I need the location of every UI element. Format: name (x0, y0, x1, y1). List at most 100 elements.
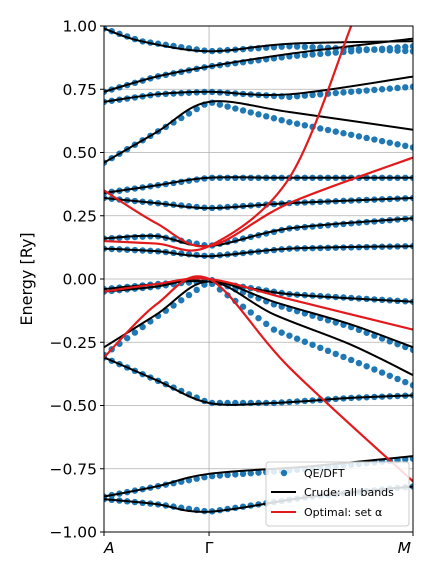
dft-point (394, 47, 401, 54)
dft-point (363, 87, 370, 94)
crude-band-8 (104, 197, 413, 210)
crude-band-9 (104, 176, 413, 194)
y-tick-label: 0.25 (62, 207, 97, 225)
y-tick-label: 0.00 (62, 271, 97, 289)
dft-point (309, 43, 316, 51)
dft-point (409, 48, 413, 55)
dft-point (409, 144, 413, 151)
dft-point (355, 45, 363, 53)
dft-point (247, 109, 254, 116)
dft-point (255, 469, 262, 476)
crude-band-3 (104, 280, 413, 377)
dft-point (224, 103, 231, 110)
y-tick-label: −1.00 (50, 524, 98, 542)
dft-point (216, 101, 224, 108)
dft-point (402, 142, 409, 150)
dft-point (363, 363, 370, 370)
dft-point (386, 47, 394, 54)
dft-point (324, 49, 332, 57)
legend-box (265, 461, 410, 527)
crude-band-2 (104, 356, 413, 406)
dft-point (371, 366, 378, 373)
dft-point (332, 128, 339, 135)
dft-point (309, 341, 316, 348)
dft-point (317, 125, 324, 132)
y-axis: 1.00 0.75 0.50 0.25 0.00 −0.25 −0.50 −0.75 −1.00 (50, 18, 104, 542)
y-tick-label: −0.50 (50, 397, 98, 415)
dft-point (348, 88, 355, 95)
dft-point (348, 356, 355, 364)
crude-band-12 (104, 37, 413, 93)
dft-point (301, 51, 309, 59)
dft-point (378, 369, 386, 376)
dft-band-3 (104, 280, 413, 389)
dft-point (378, 46, 386, 54)
dft-point (232, 105, 239, 112)
dft-point (378, 137, 386, 145)
dft-point (386, 372, 394, 379)
legend-crude-label: Crude: all bands (304, 486, 394, 499)
crude-band-6 (104, 245, 413, 258)
crude-band-11 (104, 75, 413, 103)
crude-band-10 (104, 100, 413, 164)
dft-point (371, 86, 378, 94)
dft-point (332, 350, 339, 358)
x-tick-label: A (103, 539, 115, 557)
dft-point (270, 115, 278, 122)
dft-point (409, 43, 413, 50)
dft-point (293, 335, 301, 342)
dft-point (386, 85, 394, 92)
dft-point (332, 89, 339, 97)
dft-point (293, 120, 301, 127)
dft-point (394, 141, 401, 148)
dft-point (394, 375, 401, 383)
dft-point (255, 111, 262, 118)
y-tick-label: 0.75 (62, 81, 97, 99)
dft-point (355, 133, 363, 140)
dft-point (278, 116, 285, 124)
legend-dft-marker (280, 469, 288, 477)
dft-point (270, 326, 278, 333)
optimal-band-0 (104, 275, 413, 483)
dft-point (332, 49, 339, 56)
dft-point (293, 52, 301, 59)
dft-point (216, 472, 224, 479)
dft-point (324, 347, 332, 355)
dft-point (409, 346, 413, 354)
x-tick-label: Γ (205, 539, 214, 557)
dft-point (193, 286, 200, 294)
dft-point (317, 91, 324, 98)
dft-point (309, 51, 316, 58)
dft-point (409, 83, 413, 90)
dft-point (193, 105, 200, 113)
crude-band-7 (104, 217, 413, 248)
dft-point (402, 378, 409, 386)
dft-point (355, 87, 363, 95)
dft-point (301, 122, 309, 129)
dft-point (239, 470, 247, 478)
dft-point (263, 320, 270, 328)
dft-point (371, 46, 378, 53)
dft-point (394, 84, 401, 92)
optimal-series (104, 26, 413, 483)
dft-point (317, 50, 324, 58)
legend-optimal-label: Optimal: set α (304, 506, 382, 519)
optimal-band-1 (104, 277, 413, 331)
y-tick-label: −0.75 (50, 460, 98, 478)
dft-point (301, 43, 309, 51)
dft-point (348, 131, 355, 138)
x-tick-label: M (398, 539, 411, 557)
dft-point (309, 91, 316, 99)
dft-point (340, 130, 347, 137)
y-tick-label: −0.25 (50, 334, 98, 352)
dft-point (178, 297, 185, 304)
dft-point (286, 118, 293, 126)
dft-point (170, 302, 177, 309)
legend-dft-label: QE/DFT (304, 467, 345, 480)
optimal-band-2 (104, 156, 413, 248)
dft-point (317, 344, 324, 352)
dft-point (402, 47, 409, 55)
dft-point (185, 291, 193, 299)
